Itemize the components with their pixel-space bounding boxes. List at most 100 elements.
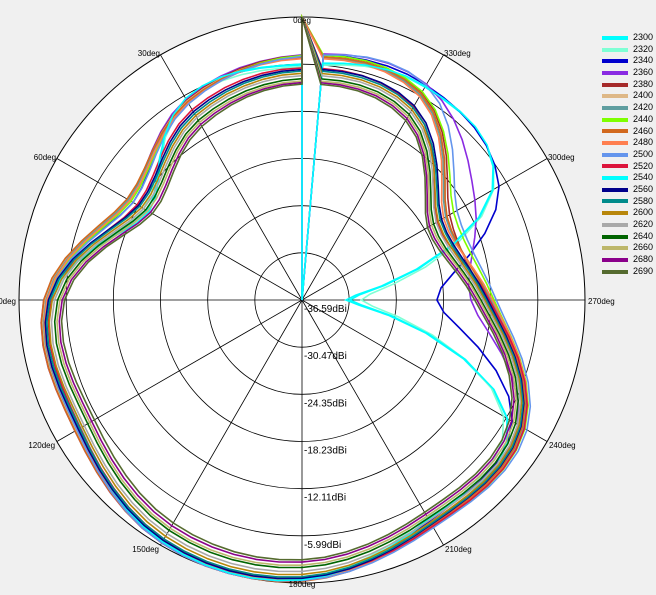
legend-item-2440: 2440: [602, 114, 654, 126]
legend-swatch: [602, 164, 628, 169]
angular-spoke: [160, 54, 303, 301]
series-line-2620: [50, 16, 522, 573]
series-line-2660: [56, 16, 518, 567]
series-line-2500: [44, 54, 532, 582]
legend-swatch: [602, 70, 628, 75]
legend-swatch: [602, 246, 628, 251]
legend-label: 2480: [633, 137, 654, 148]
legend-label: 2690: [633, 265, 654, 276]
angle-label: 150deg: [132, 545, 159, 554]
legend-label: 2640: [633, 230, 654, 241]
legend-item-2640: 2640: [602, 231, 654, 243]
legend-label: 2660: [633, 242, 654, 253]
legend-swatch: [602, 187, 628, 192]
angle-label: 270deg: [588, 297, 615, 306]
legend-label: 2680: [633, 254, 654, 265]
legend-label: 2300: [633, 32, 654, 42]
angle-label: 210deg: [445, 545, 472, 554]
legend-swatch: [602, 82, 628, 87]
legend-item-2680: 2680: [602, 254, 654, 266]
angular-spoke: [56, 158, 303, 301]
legend-label: 2600: [633, 207, 654, 218]
label-layer: 0deg 330deg 300deg 270deg 240deg 210deg 180deg…: [0, 16, 615, 589]
legend-swatch: [602, 176, 628, 181]
legend-swatch: [602, 59, 628, 64]
angle-label: 60deg: [34, 153, 56, 162]
legend-label: 2400: [633, 90, 654, 101]
legend-swatch: [602, 117, 628, 122]
angle-label: 300deg: [548, 153, 575, 162]
legend-swatch: [602, 94, 628, 99]
legend-label: 2500: [633, 148, 654, 159]
radial-tick-label: -12.11dBi: [304, 493, 346, 504]
series-line-2640: [53, 16, 520, 569]
radial-tick-label: -30.47dBi: [304, 351, 347, 362]
legend-item-2420: 2420: [602, 102, 654, 114]
angle-label: 90deg: [0, 297, 16, 306]
series-line-2560: [44, 16, 525, 580]
legend-label: 2420: [633, 102, 654, 113]
radial-tick-label: -18.23dBi: [304, 446, 347, 457]
angular-spoke: [160, 299, 303, 546]
angle-label: 180deg: [289, 580, 316, 589]
angle-label: 0deg: [293, 16, 311, 25]
legend-item-2360: 2360: [602, 67, 654, 79]
legend-label: 2620: [633, 219, 654, 229]
legend-item-2690: 2690: [602, 266, 654, 278]
legend-item-2560: 2560: [602, 184, 654, 196]
legend-label: 2440: [633, 113, 654, 124]
series-line-2600: [48, 16, 523, 576]
angle-label: 120deg: [28, 441, 55, 450]
legend-swatch: [602, 47, 628, 52]
series-layer: [40, 13, 532, 583]
legend-item-2340: 2340: [602, 55, 654, 67]
legend-label: 2320: [633, 43, 654, 54]
legend-swatch: [602, 211, 628, 216]
angle-label: 240deg: [549, 441, 576, 450]
legend-item-2600: 2600: [602, 207, 654, 219]
legend-label: 2540: [633, 172, 654, 183]
legend-item-2300: 2300: [602, 32, 654, 44]
legend-item-2400: 2400: [602, 90, 654, 102]
series-line-2680: [58, 16, 515, 563]
legend-item-2620: 2620: [602, 219, 654, 231]
radial-tick-label: -5.99dBi: [304, 540, 341, 551]
legend-swatch: [602, 105, 628, 110]
angle-label: 330deg: [444, 49, 471, 58]
legend-item-2460: 2460: [602, 126, 654, 138]
radial-tick-label: -36.59dBi: [304, 304, 347, 315]
legend-item-2520: 2520: [602, 161, 654, 173]
legend-item-2540: 2540: [602, 172, 654, 184]
legend-swatch: [602, 257, 628, 262]
legend-swatch: [602, 269, 628, 274]
legend-label: 2560: [633, 183, 654, 194]
angle-label: 30deg: [138, 49, 160, 58]
legend-label: 2520: [633, 160, 654, 171]
legend-label: 2380: [633, 78, 654, 89]
legend-swatch: [602, 234, 628, 239]
legend-item-2320: 2320: [602, 44, 654, 56]
legend-swatch: [602, 152, 628, 157]
legend-swatch: [602, 199, 628, 204]
angular-spoke: [301, 299, 444, 546]
legend-item-2380: 2380: [602, 79, 654, 91]
legend-item-2660: 2660: [602, 242, 654, 254]
legend-item-2500: 2500: [602, 149, 654, 161]
legend-swatch: [602, 129, 628, 134]
legend-label: 2340: [633, 55, 654, 66]
legend-item-2580: 2580: [602, 196, 654, 208]
legend-swatch: [602, 141, 628, 146]
angular-spoke: [301, 158, 548, 301]
radial-tick-label: -24.35dBi: [304, 398, 347, 409]
legend: 2300 2320 2340 2360 2380 2400 2420 2440 2460 2480…: [602, 32, 654, 277]
legend-swatch: [602, 222, 628, 227]
legend-label: 2580: [633, 195, 654, 206]
legend-label: 2360: [633, 67, 654, 78]
legend-swatch: [602, 35, 628, 40]
angular-spoke: [56, 299, 303, 442]
series-line-2690: [60, 16, 513, 561]
legend-label: 2460: [633, 125, 654, 136]
series-line-2580: [45, 16, 524, 578]
